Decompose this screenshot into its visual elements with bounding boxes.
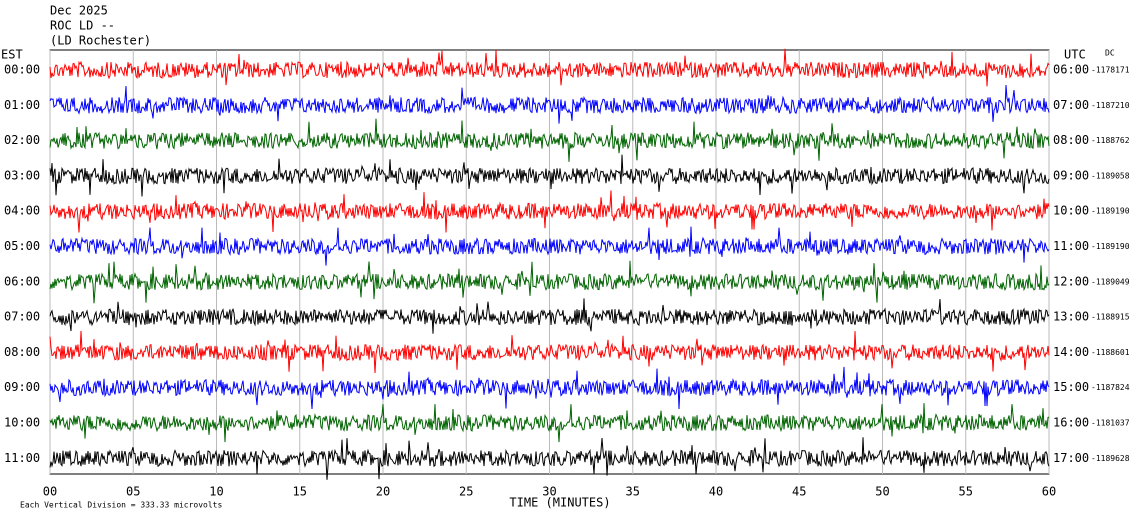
trace (49, 330, 1050, 374)
est-label: 01:00 (4, 98, 40, 112)
trace (49, 154, 1050, 197)
dc-title: DC (1105, 49, 1115, 58)
x-tick-label: 50 (875, 485, 889, 499)
est-label: 05:00 (4, 239, 40, 253)
x-tick-label: 15 (293, 485, 307, 499)
est-label: 06:00 (4, 274, 40, 288)
header-line: ROC LD -- (50, 19, 115, 33)
est-label: 09:00 (4, 380, 40, 394)
x-tick-label: 35 (626, 485, 640, 499)
est-label: 03:00 (4, 168, 40, 182)
x-tick-label: 20 (376, 485, 390, 499)
dc-label: -1189049 (1091, 277, 1130, 286)
header-line: (LD Rochester) (50, 34, 151, 48)
utc-label: 10:00 (1053, 204, 1089, 218)
est-label: 00:00 (4, 63, 40, 77)
trace (49, 260, 1050, 304)
x-tick-label: 45 (792, 485, 806, 499)
utc-label: 07:00 (1053, 98, 1089, 112)
x-axis-label: TIME (MINUTES) (509, 496, 610, 510)
x-tick-label: 40 (709, 485, 723, 499)
x-tick-label: 25 (459, 485, 473, 499)
trace (49, 366, 1050, 410)
header-line: Dec 2025 (50, 4, 108, 18)
utc-label: 11:00 (1053, 239, 1089, 253)
utc-label: 17:00 (1053, 451, 1089, 465)
est-title: EST (1, 48, 23, 62)
est-label: 02:00 (4, 133, 40, 147)
dc-label: -1181037 (1091, 419, 1130, 428)
utc-label: 15:00 (1053, 380, 1089, 394)
dc-label: -1178171 (1091, 66, 1130, 75)
trace (49, 190, 1050, 233)
x-tick-label: 30 (542, 485, 556, 499)
x-tick-label: 55 (959, 485, 973, 499)
trace (49, 84, 1050, 124)
x-tick-label: 60 (1042, 485, 1056, 499)
trace (49, 226, 1050, 266)
est-label: 10:00 (4, 416, 40, 430)
dc-label: -1188601 (1091, 348, 1130, 357)
footer: Each Vertical Division = 333.33 microvol… (20, 501, 222, 510)
utc-title: UTC (1064, 48, 1086, 62)
dc-label: -1189058 (1091, 171, 1130, 180)
x-tick-label: 00 (43, 485, 57, 499)
trace (49, 118, 1050, 162)
dc-label: -1189190 (1091, 207, 1130, 216)
utc-label: 12:00 (1053, 274, 1089, 288)
x-tick-label: 10 (209, 485, 223, 499)
utc-label: 08:00 (1053, 133, 1089, 147)
est-label: 07:00 (4, 310, 40, 324)
est-label: 11:00 (4, 451, 40, 465)
x-tick-label: 05 (126, 485, 140, 499)
dc-label: -1188762 (1091, 136, 1130, 145)
dc-label: -1189190 (1091, 242, 1130, 251)
trace (49, 48, 1050, 87)
utc-label: 06:00 (1053, 63, 1089, 77)
utc-label: 14:00 (1053, 345, 1089, 359)
trace (49, 437, 1050, 480)
trace (49, 403, 1050, 443)
dc-label: -1187824 (1091, 383, 1130, 392)
est-label: 08:00 (4, 345, 40, 359)
dc-label: -1189628 (1091, 454, 1130, 463)
dc-label: -1187210 (1091, 101, 1130, 110)
dc-label: -1188915 (1091, 313, 1130, 322)
utc-label: 13:00 (1053, 310, 1089, 324)
est-label: 04:00 (4, 204, 40, 218)
utc-label: 16:00 (1053, 416, 1089, 430)
utc-label: 09:00 (1053, 168, 1089, 182)
trace (49, 298, 1050, 334)
